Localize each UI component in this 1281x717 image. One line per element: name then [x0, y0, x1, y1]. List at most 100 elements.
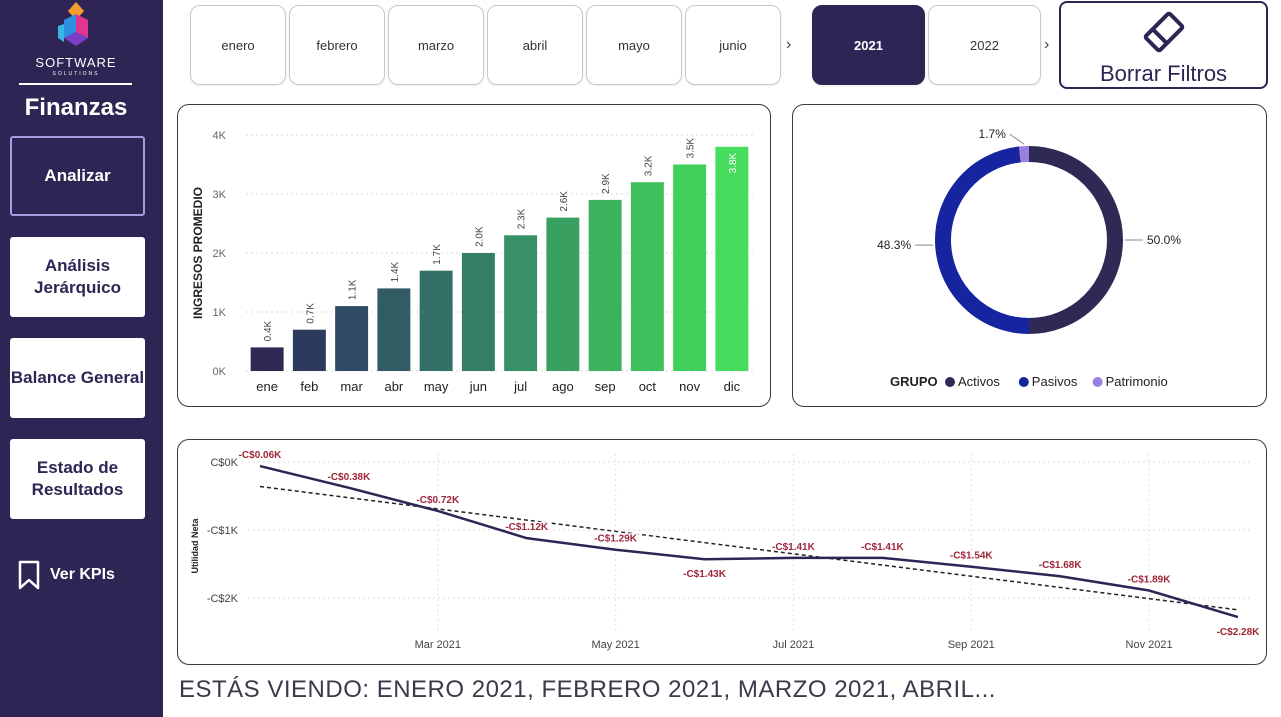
legend-item-activos[interactable]: Activos: [958, 374, 1000, 389]
bar-jul[interactable]: [504, 235, 538, 371]
bar-ytick-label: 1K: [213, 307, 227, 319]
bar-xtick-label: sep: [595, 379, 616, 394]
logo-icon: [58, 2, 88, 46]
month-slicer-junio[interactable]: junio: [685, 5, 781, 85]
filter-summary-text: ESTÁS VIENDO: ENERO 2021, FEBRERO 2021, …: [179, 676, 996, 703]
legend-item-pasivos[interactable]: Pasivos: [1032, 374, 1078, 389]
donut-value-label: 1.7%: [979, 127, 1007, 141]
line-value-label: -C$1.29K: [594, 534, 638, 545]
bar-xtick-label: nov: [679, 379, 700, 394]
donut-chart-panel: 50.0% 48.3% 1.7% GRUPO Activos Pasivos Patrimo…: [792, 104, 1267, 407]
bar-xtick-label: oct: [639, 379, 657, 394]
line-value-label: -C$1.43K: [683, 569, 727, 580]
bar-xtick-label: feb: [300, 379, 318, 394]
month-slicer-mayo[interactable]: mayo: [586, 5, 682, 85]
bar-xtick-label: jun: [469, 379, 487, 394]
app-title: Finanzas: [24, 94, 128, 121]
months-next-chevron-icon[interactable]: ›: [786, 36, 792, 53]
divider: [19, 83, 132, 85]
net-income-line-chart: C$0K -C$1K -C$2K Mar 2021 May 2021 Jul 2021 Se…: [190, 449, 1261, 651]
bar-dic[interactable]: [715, 146, 749, 371]
line-ytick-label: -C$1K: [207, 525, 239, 537]
bar-value-label: 3.2K: [643, 155, 654, 176]
donut-value-label: 50.0%: [1147, 233, 1181, 247]
bar-value-label: 2.0K: [474, 226, 485, 247]
bar-oct[interactable]: [630, 182, 664, 371]
line-xtick-label: Jul 2021: [773, 639, 815, 651]
line-trendline: [259, 485, 1239, 611]
bar-ene[interactable]: [250, 347, 284, 371]
donut-leader-line: [1009, 133, 1025, 145]
donut-legend-title: GRUPO: [890, 374, 938, 389]
nav-balance-general-button[interactable]: Balance General: [10, 338, 145, 418]
bar-chart-panel: 0K 1K 2K 3K 4K 0.4K ene 0.7K feb 1.1K mar 1.4K abr 1.…: [177, 104, 771, 407]
bar-value-label: 2.9K: [601, 173, 612, 194]
line-value-label: -C$0.38K: [328, 472, 372, 483]
legend-marker-pasivos: [1018, 377, 1029, 387]
donut-slice-pasivos[interactable]: [935, 146, 1030, 334]
bar-value-label: 1.1K: [348, 279, 359, 300]
bar-ytick-label: 2K: [213, 248, 227, 260]
line-xtick-label: Nov 2021: [1126, 639, 1173, 651]
ver-kpis-button[interactable]: Ver KPIs: [18, 560, 115, 590]
nav-estado-resultados-button[interactable]: Estado de Resultados: [10, 439, 145, 519]
month-slicer-febrero[interactable]: febrero: [289, 5, 385, 85]
line-value-label: -C$1.89K: [1128, 575, 1172, 586]
line-y-axis-title: Utilidad Neta: [190, 518, 200, 574]
bar-xtick-label: jul: [513, 379, 527, 394]
bar-mar[interactable]: [335, 306, 369, 371]
logo-text: SOFTWARE: [35, 55, 117, 70]
line-value-label: -C$1.68K: [1039, 560, 1083, 571]
line-value-label: -C$2.28K: [1217, 627, 1261, 638]
net-income-line[interactable]: [259, 464, 1239, 619]
line-xtick-label: Mar 2021: [415, 639, 461, 651]
bar-nov[interactable]: [673, 164, 707, 372]
nav-analisis-jerarquico-button[interactable]: Análisis Jerárquico: [10, 237, 145, 317]
line-xtick-label: Sep 2021: [948, 639, 995, 651]
bar-value-label: 0.7K: [305, 303, 316, 324]
line-value-label: -C$0.72K: [416, 495, 460, 506]
bar-ago[interactable]: [546, 217, 580, 371]
year-slicer-2022[interactable]: 2022: [928, 5, 1041, 85]
group-donut-chart: 50.0% 48.3% 1.7% GRUPO Activos Pasivos Patrimo…: [877, 127, 1181, 389]
bar-xtick-label: ago: [552, 379, 574, 394]
sidebar: SOFTWARE SOLUTIONS Finanzas Analizar Aná…: [0, 0, 163, 717]
donut-slice-activos[interactable]: [1028, 146, 1123, 334]
line-xtick-label: May 2021: [591, 639, 639, 651]
legend-item-patrimonio[interactable]: Patrimonio: [1106, 374, 1168, 389]
bar-xtick-label: ene: [256, 379, 278, 394]
nav-analizar-button[interactable]: Analizar: [10, 136, 145, 216]
bar-feb[interactable]: [292, 329, 326, 371]
ver-kpis-label: Ver KPIs: [50, 566, 115, 583]
years-next-chevron-icon[interactable]: ›: [1044, 36, 1050, 53]
clear-filters-label: Borrar Filtros: [1099, 61, 1228, 86]
bar-value-label: 0.4K: [263, 320, 274, 341]
bar-jun[interactable]: [461, 253, 495, 371]
month-slicer-marzo[interactable]: marzo: [388, 5, 484, 85]
bar-value-label: 1.4K: [390, 261, 401, 282]
bar-value-label: 2.3K: [517, 208, 528, 229]
line-value-label: -C$1.41K: [772, 542, 816, 553]
line-value-label: -C$1.41K: [861, 542, 905, 553]
bar-y-axis-title: INGRESOS PROMEDIO: [191, 187, 205, 319]
eraser-icon: [1143, 11, 1185, 53]
bar-xtick-label: abr: [384, 379, 403, 394]
bar-value-label: 3.5K: [686, 138, 697, 159]
year-slicer-2021[interactable]: 2021: [812, 5, 925, 85]
line-value-label: -C$0.06K: [239, 450, 283, 461]
bar-sep[interactable]: [588, 199, 622, 371]
bar-value-label: 2.6K: [559, 191, 570, 212]
month-slicer-abril[interactable]: abril: [487, 5, 583, 85]
clear-filters-button[interactable]: Borrar Filtros: [1059, 1, 1268, 89]
bookmark-icon: [18, 560, 40, 590]
line-ytick-label: -C$2K: [207, 593, 239, 605]
bar-may[interactable]: [419, 270, 453, 371]
bar-ytick-label: 0K: [213, 366, 227, 378]
legend-marker-patrimonio: [1092, 377, 1103, 387]
bar-abr[interactable]: [377, 288, 411, 371]
bar-ytick-label: 3K: [213, 189, 227, 201]
month-slicer-enero[interactable]: enero: [190, 5, 286, 85]
income-bar-chart: 0K 1K 2K 3K 4K 0.4K ene 0.7K feb 1.1K mar 1.4K abr 1.…: [191, 130, 753, 394]
bar-value-label: 1.7K: [432, 244, 443, 265]
bar-xtick-label: mar: [340, 379, 363, 394]
